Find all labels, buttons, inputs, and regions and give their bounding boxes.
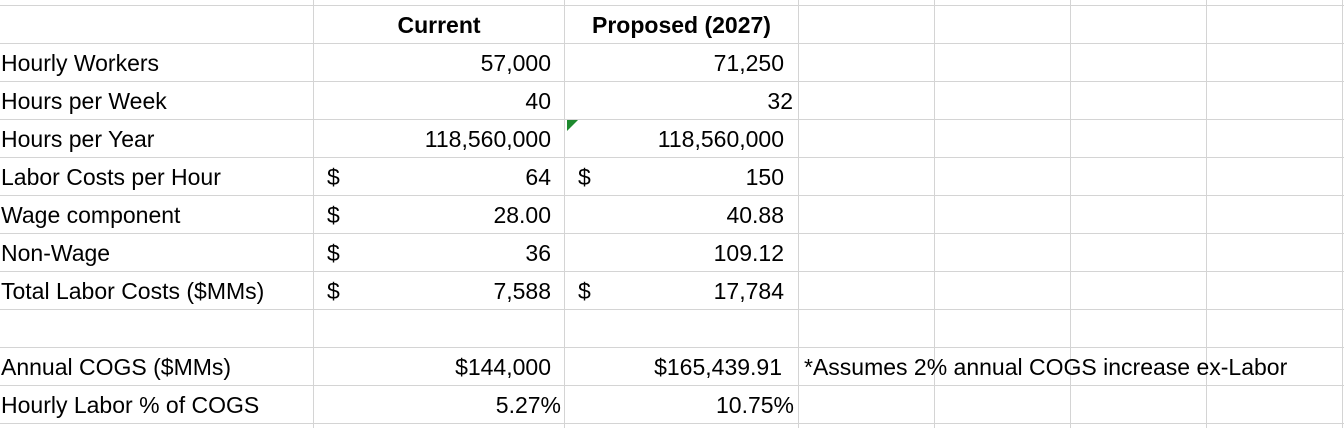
current-value[interactable]: 7,588 bbox=[493, 278, 551, 304]
assumption-note[interactable]: *Assumes 2% annual COGS increase ex-Labo… bbox=[804, 354, 1288, 380]
proposed-value[interactable]: 118,560,000 bbox=[657, 126, 784, 152]
summary-label[interactable]: Hourly Labor % of COGS bbox=[1, 392, 260, 418]
currency-symbol: $ bbox=[578, 164, 591, 190]
gridline-vertical bbox=[934, 0, 935, 428]
gridline-vertical bbox=[1206, 0, 1207, 428]
row-label[interactable]: Total Labor Costs ($MMs) bbox=[1, 278, 265, 304]
proposed-value[interactable]: 40.88 bbox=[726, 202, 784, 228]
gridline-horizontal bbox=[0, 195, 1344, 196]
current-value[interactable]: 118,560,000 bbox=[424, 126, 551, 152]
row-label[interactable]: Labor Costs per Hour bbox=[1, 164, 221, 190]
gridline-horizontal bbox=[0, 423, 1344, 424]
proposed-value[interactable]: 32 bbox=[767, 88, 793, 114]
gridline-horizontal bbox=[0, 5, 1344, 6]
gridline-horizontal bbox=[0, 271, 1344, 272]
gridline-horizontal bbox=[0, 347, 1344, 348]
current-value[interactable]: 40 bbox=[525, 88, 551, 114]
proposed-value[interactable]: 150 bbox=[745, 164, 784, 190]
row-label[interactable]: Non-Wage bbox=[1, 240, 111, 266]
summary-proposed-value[interactable]: $165,439.91 bbox=[654, 354, 782, 380]
gridline-vertical bbox=[564, 0, 565, 428]
summary-current-value[interactable]: $144,000 bbox=[455, 354, 551, 380]
gridline-vertical bbox=[1070, 0, 1071, 428]
row-label[interactable]: Hours per Year bbox=[1, 126, 155, 152]
current-value[interactable]: 36 bbox=[525, 240, 551, 266]
summary-label[interactable]: Annual COGS ($MMs) bbox=[1, 354, 232, 380]
row-label[interactable]: Hours per Week bbox=[1, 88, 167, 114]
gridline-vertical bbox=[1342, 0, 1343, 428]
header-current[interactable]: Current bbox=[397, 12, 481, 38]
proposed-value[interactable]: 109.12 bbox=[713, 240, 784, 266]
gridline-vertical bbox=[313, 0, 314, 428]
gridline-horizontal bbox=[0, 233, 1344, 234]
summary-current-value[interactable]: 5.27% bbox=[495, 392, 561, 418]
current-value[interactable]: 28.00 bbox=[493, 202, 551, 228]
summary-proposed-value[interactable]: 10.75% bbox=[715, 392, 794, 418]
current-value[interactable]: 57,000 bbox=[480, 50, 551, 76]
currency-symbol: $ bbox=[327, 164, 340, 190]
error-indicator-icon[interactable] bbox=[567, 120, 578, 131]
currency-symbol: $ bbox=[327, 202, 340, 228]
gridline-horizontal bbox=[0, 309, 1344, 310]
gridline-horizontal bbox=[0, 119, 1344, 120]
row-label[interactable]: Wage component bbox=[1, 202, 181, 228]
proposed-value[interactable]: 17,784 bbox=[713, 278, 784, 304]
currency-symbol: $ bbox=[327, 278, 340, 304]
currency-symbol: $ bbox=[578, 278, 591, 304]
gridline-horizontal bbox=[0, 43, 1344, 44]
header-proposed[interactable]: Proposed (2027) bbox=[592, 12, 771, 38]
proposed-value[interactable]: 71,250 bbox=[713, 50, 784, 76]
currency-symbol: $ bbox=[327, 240, 340, 266]
gridline-horizontal bbox=[0, 81, 1344, 82]
row-label[interactable]: Hourly Workers bbox=[1, 50, 160, 76]
gridline-vertical bbox=[798, 0, 799, 428]
gridline-horizontal bbox=[0, 157, 1344, 158]
current-value[interactable]: 64 bbox=[525, 164, 551, 190]
gridline-horizontal bbox=[0, 385, 1344, 386]
